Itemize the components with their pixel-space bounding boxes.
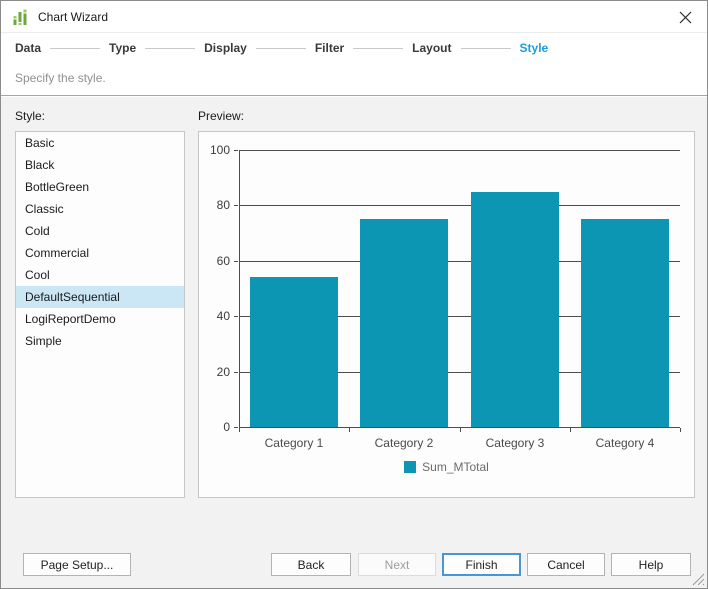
y-axis-tick xyxy=(234,372,238,373)
wizard-step-nav: Data Type Display Filter Layout Style xyxy=(1,33,707,63)
y-axis-label: 60 xyxy=(216,254,230,268)
next-button: Next xyxy=(358,553,436,576)
y-axis-label: 80 xyxy=(216,198,230,212)
step-connector xyxy=(50,47,101,49)
y-axis-tick xyxy=(234,261,238,262)
style-option-commercial[interactable]: Commercial xyxy=(25,246,90,260)
y-axis-tick xyxy=(234,316,238,317)
help-button[interactable]: Help xyxy=(611,553,691,576)
x-axis-tick xyxy=(680,428,681,432)
window-title: Chart Wizard xyxy=(38,9,109,24)
x-axis-tick xyxy=(349,428,350,432)
step-data[interactable]: Data xyxy=(15,41,42,55)
y-axis-tick xyxy=(234,150,238,151)
style-option-simple[interactable]: Simple xyxy=(25,334,62,348)
step-connector xyxy=(353,47,404,49)
bar-category-2 xyxy=(360,219,448,427)
gridline-20 xyxy=(239,372,680,373)
step-filter[interactable]: Filter xyxy=(314,41,345,55)
resize-grip-icon[interactable] xyxy=(692,573,705,586)
x-axis-label: Category 1 xyxy=(264,436,324,450)
step-connector xyxy=(255,47,306,49)
step-connector xyxy=(460,47,511,49)
style-option-bottlegreen[interactable]: BottleGreen xyxy=(25,180,90,194)
step-style[interactable]: Style xyxy=(519,41,549,55)
bar-chart: 0 20 40 60 80 100 Category 1 Category 2 Category… xyxy=(199,132,694,497)
chart-legend: Sum_MTotal xyxy=(199,460,694,474)
x-axis-label: Category 2 xyxy=(374,436,434,450)
back-button[interactable]: Back xyxy=(271,553,351,576)
close-button[interactable] xyxy=(671,5,699,29)
gridline-40 xyxy=(239,316,680,317)
x-axis-tick xyxy=(460,428,461,432)
x-axis-label: Category 3 xyxy=(485,436,545,450)
y-axis-tick xyxy=(234,205,238,206)
gridline-80 xyxy=(239,205,680,206)
chart-preview-panel: 0 20 40 60 80 100 Category 1 Category 2 Category… xyxy=(198,131,695,498)
bar-category-4 xyxy=(581,219,669,427)
step-type[interactable]: Type xyxy=(109,41,137,55)
style-option-logireportdemo[interactable]: LogiReportDemo xyxy=(25,312,116,326)
style-option-black[interactable]: Black xyxy=(25,158,55,172)
style-option-cold[interactable]: Cold xyxy=(25,224,50,238)
y-axis-label: 20 xyxy=(216,365,230,379)
step-display[interactable]: Display xyxy=(204,41,247,55)
style-option-basic[interactable]: Basic xyxy=(25,136,55,150)
title-bar: Chart Wizard xyxy=(1,1,707,33)
gridline-0 xyxy=(239,427,680,428)
gridline-100 xyxy=(239,150,680,151)
chart-wizard-icon xyxy=(11,8,29,26)
finish-button[interactable]: Finish xyxy=(442,553,521,576)
style-option-cool[interactable]: Cool xyxy=(25,268,50,282)
style-option-defaultsequential[interactable]: DefaultSequential xyxy=(16,286,184,308)
y-axis-label: 0 xyxy=(223,420,230,434)
bar-category-1 xyxy=(250,277,338,427)
legend-swatch xyxy=(404,461,417,473)
style-option-classic[interactable]: Classic xyxy=(25,202,64,216)
y-axis-label: 40 xyxy=(216,309,230,323)
page-setup-button[interactable]: Page Setup... xyxy=(23,553,131,576)
step-connector xyxy=(145,47,196,49)
wizard-subtitle: Specify the style. xyxy=(1,63,707,96)
x-axis-tick xyxy=(239,428,240,432)
gridline-60 xyxy=(239,261,680,262)
cancel-button[interactable]: Cancel xyxy=(527,553,605,576)
dialog-body: Style: Basic Black BottleGreen Classic Cold C… xyxy=(1,97,707,588)
y-axis-tick xyxy=(234,427,238,428)
step-layout[interactable]: Layout xyxy=(412,41,452,55)
y-axis-label: 100 xyxy=(209,143,230,157)
bar-category-3 xyxy=(471,192,559,427)
x-axis-tick xyxy=(570,428,571,432)
style-list-label: Style: xyxy=(15,109,46,123)
preview-label: Preview: xyxy=(198,109,245,123)
style-listbox[interactable]: Basic Black BottleGreen Classic Cold Commerci… xyxy=(15,131,185,498)
legend-label: Sum_MTotal xyxy=(422,460,489,474)
y-axis-line xyxy=(239,150,240,428)
x-axis-label: Category 4 xyxy=(595,436,655,450)
